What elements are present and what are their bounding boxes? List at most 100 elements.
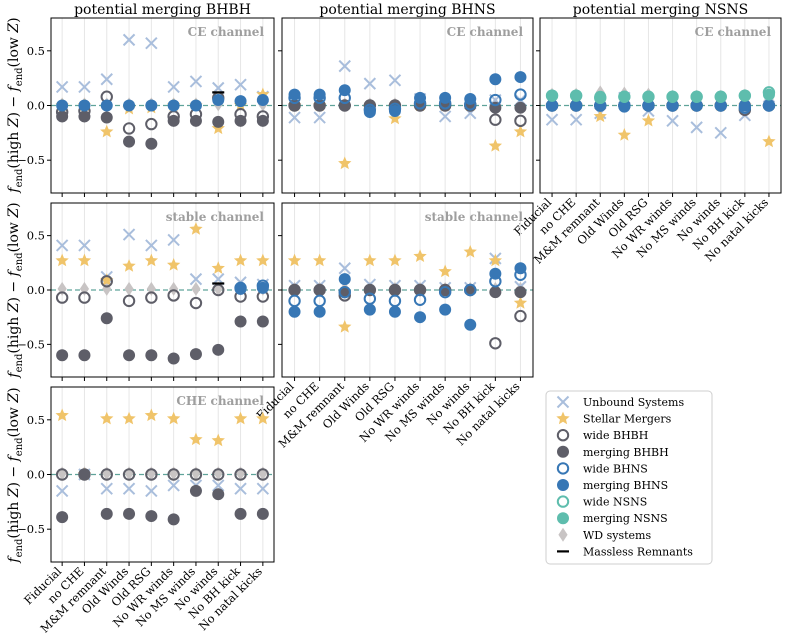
merging-bhbh-point <box>78 110 91 123</box>
merging-bhns-point <box>288 305 301 318</box>
unbound-point <box>55 239 69 252</box>
wide-bhbh-point <box>55 291 69 304</box>
merging-nsns-point <box>594 90 607 103</box>
panel-stable_bhbh: stable channel −0.5 0.0 0.5 <box>17 202 275 381</box>
stellar-point <box>100 124 114 138</box>
merging-bhns-point <box>256 281 269 294</box>
panel-title: potential merging BHNS <box>319 2 495 18</box>
wide-bhbh-point <box>122 468 136 481</box>
panel-title: potential merging NSNS <box>573 2 749 18</box>
merging-bhns-point <box>145 99 158 112</box>
y-tick-label: 0.0 <box>27 283 45 297</box>
stellar-point <box>144 408 159 422</box>
legend: Unbound Systems Stellar Mergers wide BHBH m… <box>545 390 713 565</box>
channel-annotation: CHE channel <box>176 394 264 408</box>
wide-bhns-point <box>464 283 477 297</box>
merging-bhbh-point <box>78 468 91 481</box>
y-axis-label-part: end <box>14 252 25 271</box>
merging-bhns-point <box>363 303 376 316</box>
stellar-point <box>233 411 248 425</box>
y-axis-label-part: ) − <box>6 461 22 487</box>
merging-bhns-point <box>388 104 401 117</box>
merging-bhns-point <box>570 99 583 112</box>
legend-box <box>545 390 713 565</box>
merging-nsns-point <box>714 90 727 103</box>
merging-bhns-point <box>338 273 351 286</box>
y-axis-label-part: (low <box>6 33 22 68</box>
stellar-point <box>363 253 377 267</box>
wide-bhns-point <box>438 285 452 299</box>
merging-bhns-point <box>189 99 202 112</box>
y-tick-label: 0.5 <box>27 44 45 58</box>
filled-circle-icon <box>557 445 569 458</box>
merging-bhns-point <box>414 91 427 104</box>
channel-annotation: CE channel <box>447 25 524 39</box>
channel-annotation: CE channel <box>695 25 772 39</box>
merging-nsns-point <box>690 90 703 103</box>
wide-bhbh-point <box>100 468 113 481</box>
merging-bhns-point <box>618 100 631 113</box>
open-circle-icon <box>556 429 570 442</box>
stellar-point <box>189 222 203 235</box>
merging-bhbh-point <box>100 312 113 325</box>
y-axis-label-part: end <box>14 168 25 187</box>
merging-bhbh-point <box>212 488 225 501</box>
unbound-point <box>189 272 203 286</box>
y-axis-label: fend(high Z) − fend(low Z) <box>6 17 25 193</box>
y-axis-label: fend(high Z) − fend(low Z) <box>6 387 25 563</box>
stellar-point <box>100 411 114 425</box>
y-axis-label-part: Z <box>6 23 22 34</box>
stellar-point <box>488 138 503 152</box>
panel-ce_bhbh: CE channel potential merging BHBH −0.5 0.0 0… <box>17 2 275 197</box>
y-axis-label-part: f <box>6 555 22 564</box>
merging-bhbh-point <box>388 284 401 296</box>
unbound-point <box>122 33 136 47</box>
merging-bhns-point <box>514 262 527 275</box>
unbound-point <box>313 111 326 124</box>
stellar-point <box>166 411 181 425</box>
merging-bhns-point <box>56 99 69 112</box>
channel-annotation: stable channel <box>166 210 265 224</box>
unbound-point <box>256 482 270 495</box>
y-axis-label-part: (high <box>6 312 22 353</box>
wide-bhbh-point <box>167 468 180 481</box>
wd-point <box>102 281 112 296</box>
unbound-point <box>100 482 113 495</box>
merging-bhns-point <box>100 99 113 112</box>
y-tick-label: −0.5 <box>17 153 45 167</box>
y-tick-label: 0.5 <box>27 413 45 427</box>
merging-nsns-point <box>762 88 775 101</box>
stellar-point <box>463 244 477 258</box>
legend-label: wide BHNS <box>583 462 648 475</box>
y-tick-label: 0.5 <box>27 229 45 243</box>
stellar-point <box>338 319 352 333</box>
stellar-point <box>413 249 427 262</box>
unbound-point <box>145 36 158 50</box>
stellar-point <box>593 109 607 123</box>
wide-bhbh-point <box>514 309 527 323</box>
y-axis-label-part: ) <box>6 17 22 22</box>
filled-circle-icon <box>557 512 569 525</box>
merging-bhns-point <box>690 99 703 112</box>
wd-point <box>191 281 201 296</box>
merging-bhbh-point <box>123 349 136 362</box>
merging-bhns-point <box>714 99 727 112</box>
merging-bhbh-point <box>145 510 158 523</box>
stellar-point <box>100 273 114 286</box>
y-axis-label-part: end <box>14 353 25 372</box>
merging-bhbh-point <box>167 513 180 526</box>
stellar-point <box>122 259 136 272</box>
y-axis-label-part: end <box>14 437 25 456</box>
merging-nsns-point <box>738 89 751 102</box>
merging-bhns-point <box>167 99 180 112</box>
wide-bhbh-point <box>122 294 136 308</box>
merging-bhns-point <box>642 99 655 112</box>
merging-bhbh-point <box>288 284 301 296</box>
stellar-point <box>122 411 136 425</box>
merging-bhbh-point <box>234 507 247 520</box>
star-marker-icon <box>556 411 570 425</box>
stellar-point <box>513 296 528 309</box>
y-tick-label: −0.5 <box>17 522 45 536</box>
merging-bhbh-point <box>256 315 269 328</box>
